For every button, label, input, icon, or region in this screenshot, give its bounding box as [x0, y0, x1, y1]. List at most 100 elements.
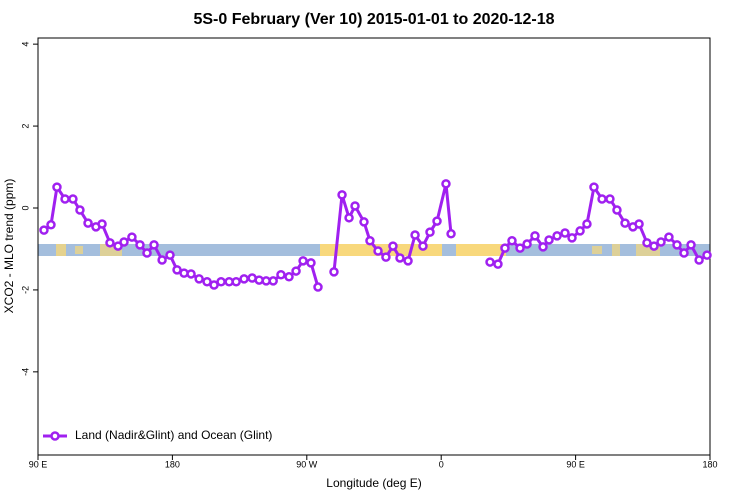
data-point	[313, 282, 323, 292]
y-tick-label: -4	[20, 368, 30, 376]
data-point	[186, 269, 196, 279]
land-patch	[75, 246, 83, 254]
data-point	[284, 272, 294, 282]
legend-label: Land (Nadir&Glint) and Ocean (Glint)	[75, 428, 272, 442]
data-point	[216, 276, 226, 287]
y-tick-label: -2	[20, 286, 30, 294]
y-tick-label: 2	[20, 124, 30, 129]
data-point	[530, 231, 540, 241]
data-point	[656, 237, 666, 247]
data-point	[142, 248, 152, 258]
data-point	[634, 219, 644, 229]
data-point	[552, 231, 562, 241]
data-point	[127, 232, 137, 242]
data-point	[268, 276, 278, 286]
data-point	[381, 252, 391, 262]
data-point	[567, 233, 577, 243]
data-point	[359, 217, 369, 227]
data-point	[350, 201, 360, 211]
data-point	[119, 237, 129, 247]
x-tick-label: 90 E	[566, 459, 585, 469]
data-point	[337, 190, 347, 200]
data-point	[694, 255, 704, 265]
data-point	[306, 258, 316, 268]
land-patch	[456, 244, 506, 256]
data-point	[83, 218, 93, 228]
data-point	[589, 182, 599, 192]
data-point	[135, 240, 145, 250]
data-point	[425, 227, 435, 237]
legend-marker	[50, 431, 60, 441]
data-point	[60, 194, 70, 204]
data-point	[418, 241, 428, 251]
land-patch	[612, 244, 620, 256]
data-point	[560, 228, 570, 238]
data-point	[515, 243, 525, 253]
x-tick-label: 0	[439, 459, 444, 469]
chart-title: 5S-0 February (Ver 10) 2015-01-01 to 202…	[193, 11, 554, 28]
data-point	[239, 274, 249, 284]
y-axis-label: XCO2 - MLO trend (ppm)	[2, 179, 16, 314]
data-point	[686, 240, 696, 250]
data-point	[649, 241, 659, 251]
data-point	[493, 259, 503, 269]
data-point	[582, 219, 592, 229]
data-point	[441, 179, 451, 189]
data-point	[149, 240, 159, 250]
data-point	[165, 250, 175, 260]
data-point	[538, 242, 548, 252]
x-tick-label: 180	[702, 459, 717, 469]
data-point	[612, 205, 622, 215]
data-point	[113, 241, 123, 251]
data-point	[395, 253, 405, 263]
data-point	[507, 236, 517, 246]
data-point	[97, 219, 107, 229]
data-point	[68, 194, 78, 204]
data-point	[373, 246, 383, 256]
y-tick-label: 0	[20, 205, 30, 210]
data-point	[664, 232, 674, 242]
x-axis-label: Longitude (deg E)	[326, 476, 421, 490]
data-point	[410, 230, 420, 240]
data-point	[500, 243, 510, 253]
land-patch	[56, 244, 66, 256]
data-point	[276, 270, 286, 280]
data-point	[485, 257, 495, 267]
data-point	[202, 276, 212, 287]
data-point	[403, 256, 413, 266]
y-tick-label: 4	[20, 42, 30, 47]
land-patch	[592, 246, 602, 254]
x-tick-label: 180	[165, 459, 180, 469]
data-point	[194, 274, 204, 284]
data-point	[46, 220, 56, 230]
data-point	[157, 255, 167, 265]
data-point	[575, 226, 585, 236]
data-point	[432, 216, 442, 226]
data-point	[231, 276, 241, 287]
data-point	[75, 205, 85, 215]
data-point	[672, 240, 682, 250]
data-point	[209, 280, 219, 290]
data-point	[620, 218, 630, 228]
data-point	[329, 267, 339, 277]
data-point	[642, 238, 652, 248]
data-point	[544, 235, 554, 245]
data-point	[172, 265, 182, 275]
data-point	[105, 238, 115, 248]
data-point	[446, 229, 456, 239]
data-point	[39, 225, 49, 235]
data-point	[702, 250, 712, 260]
data-point	[344, 213, 354, 223]
data-point	[597, 194, 607, 204]
x-tick-label: 90 E	[29, 459, 48, 469]
plot-frame	[37, 37, 711, 456]
data-point	[365, 236, 375, 246]
data-point	[291, 266, 301, 276]
data-point	[298, 256, 308, 266]
data-point	[679, 248, 689, 258]
data-point	[388, 241, 398, 251]
x-tick-label: 90 W	[296, 459, 318, 469]
data-point	[522, 239, 532, 249]
data-point	[605, 194, 615, 204]
